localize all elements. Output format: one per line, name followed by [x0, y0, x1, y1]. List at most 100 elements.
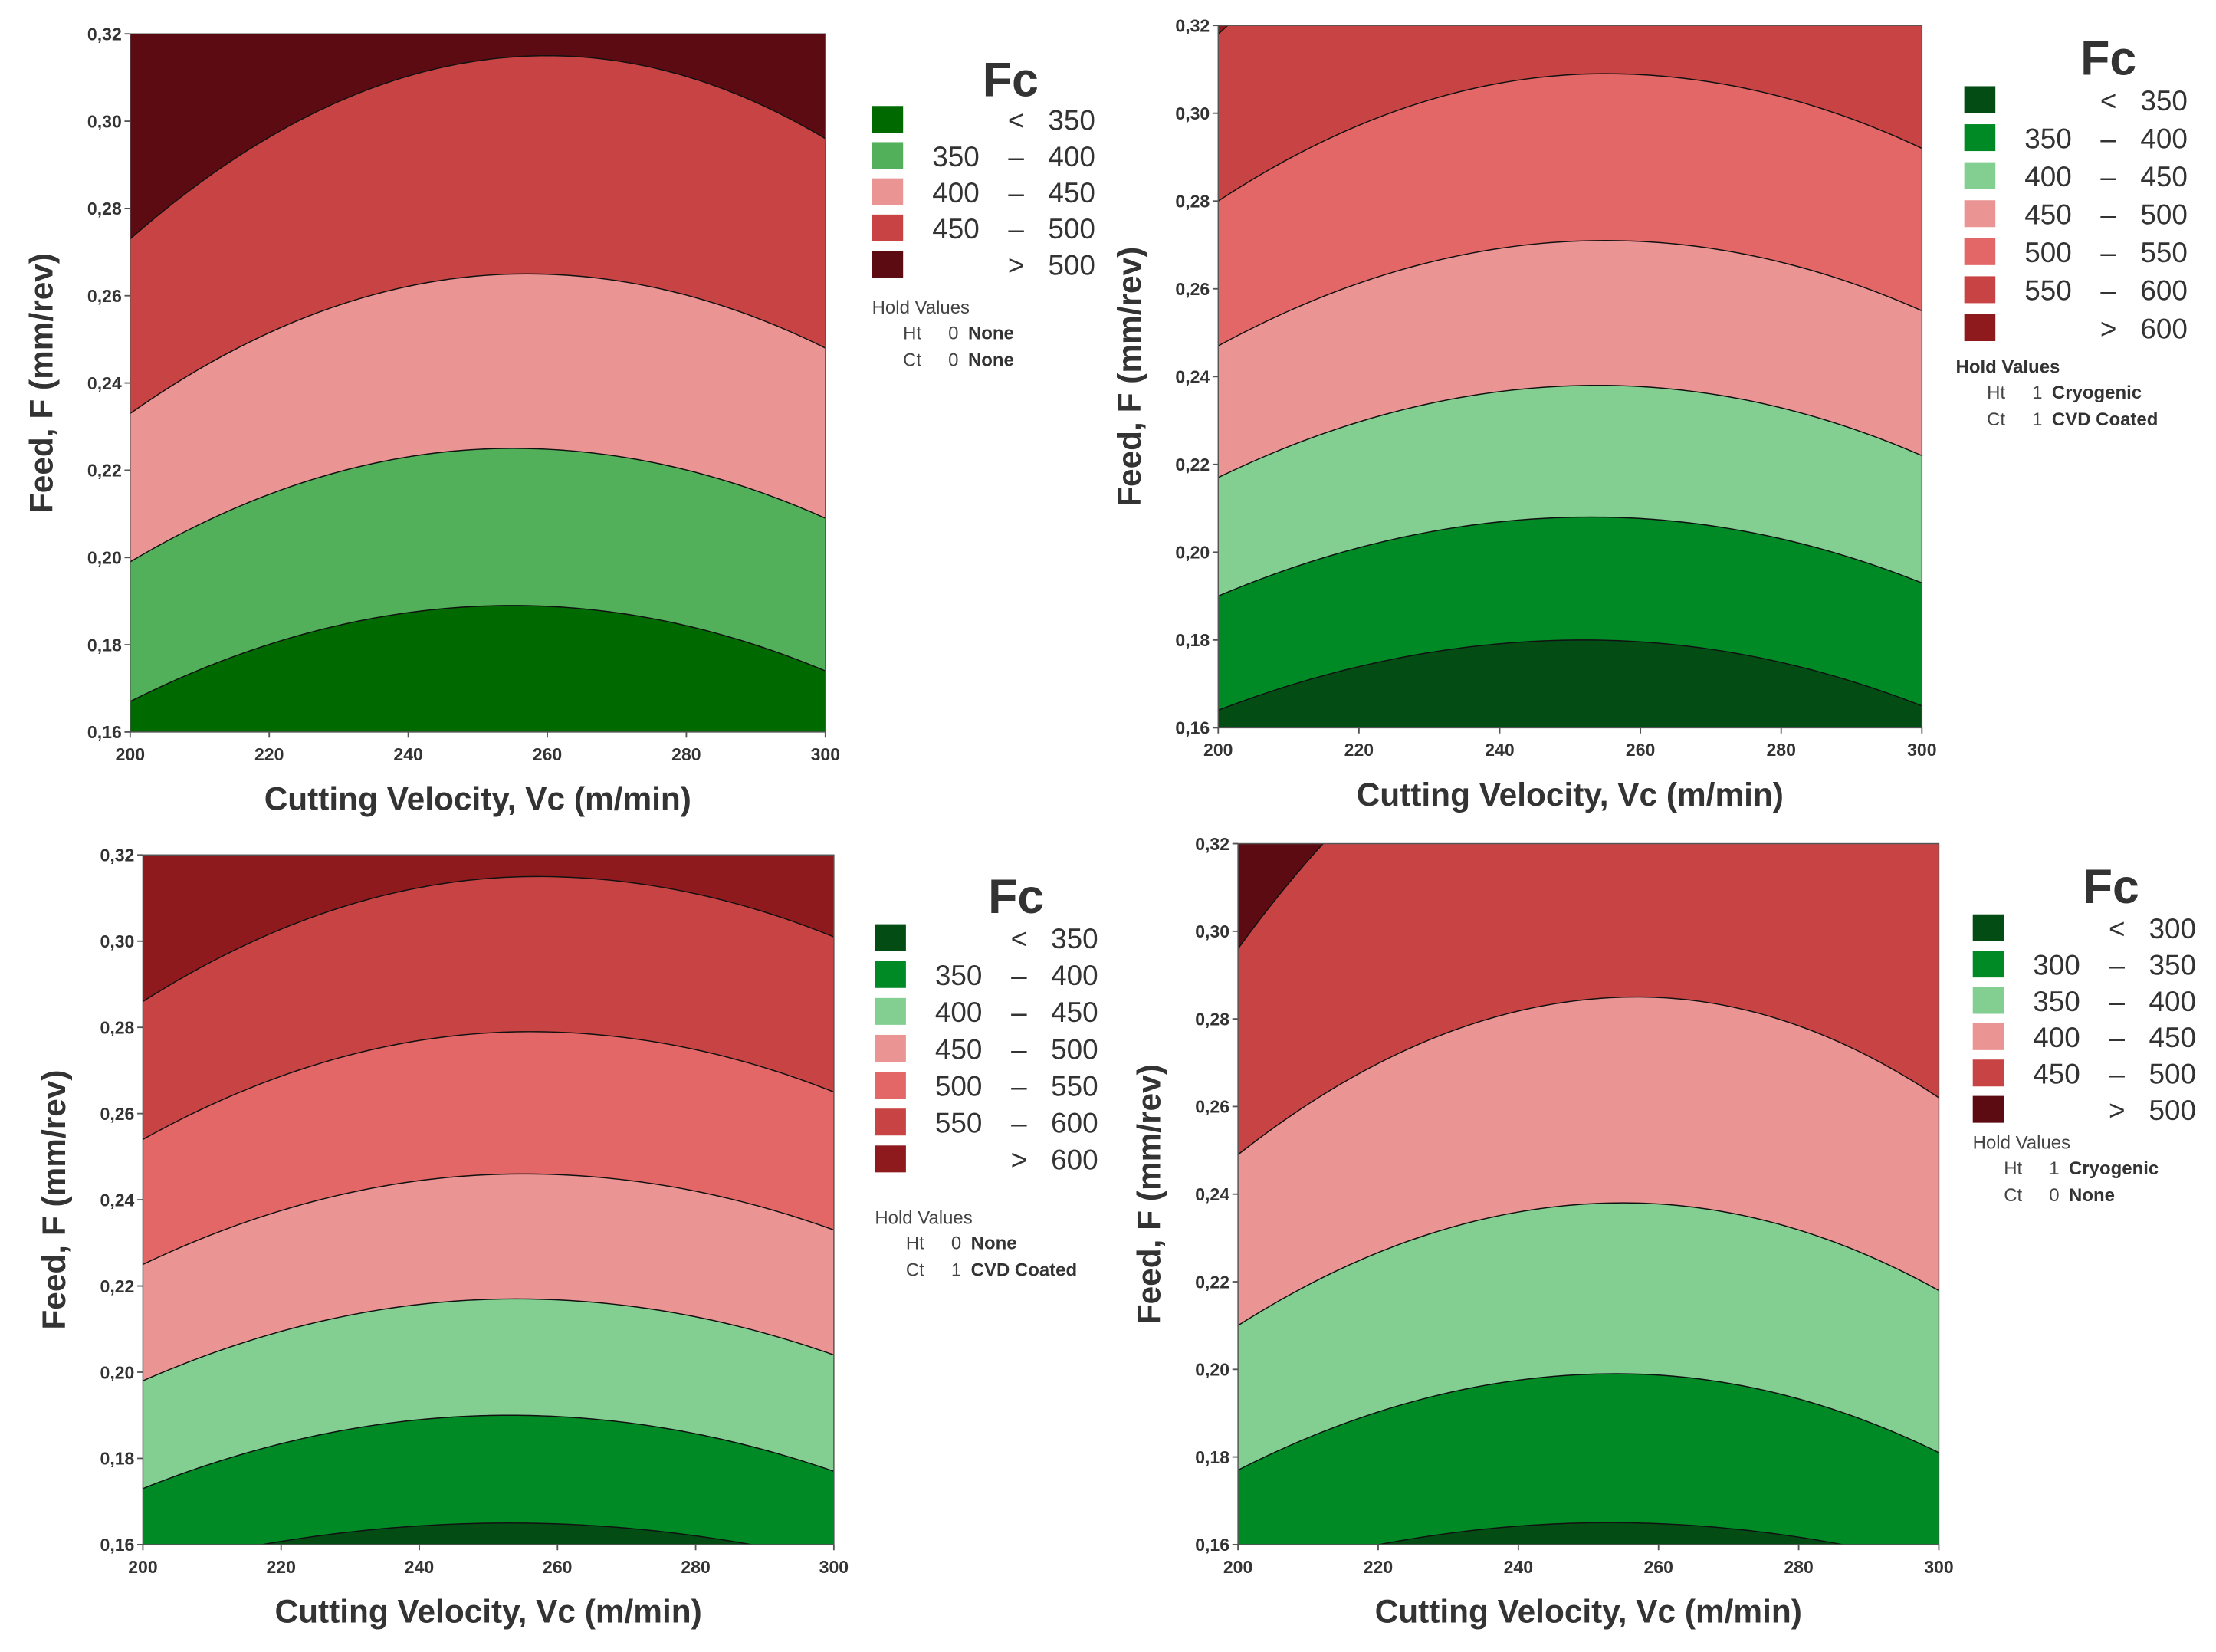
legend-high: 450 [2149, 1022, 2196, 1053]
legend-separator: < [1011, 923, 1028, 954]
y-tick-label: 0,18 [100, 1449, 135, 1469]
y-tick-label: 0,26 [87, 286, 122, 306]
x-tick-label: 260 [1626, 740, 1655, 760]
y-tick-label: 0,20 [87, 548, 122, 568]
y-tick-label: 0,30 [87, 111, 122, 131]
x-axis-label: Cutting Velocity, Vc (m/min) [275, 1593, 702, 1629]
legend-entry: 450–500 [872, 213, 1095, 245]
legend-entry: >500 [1972, 1095, 2196, 1126]
legend-swatch [1972, 914, 2004, 941]
y-axis-label: Feed, F (mm/rev) [1111, 247, 1147, 507]
hold-factor-label: None [968, 323, 1014, 343]
y-tick-label: 0,20 [1175, 543, 1210, 563]
legend-title: Fc [988, 870, 1044, 924]
y-tick-label: 0,18 [1175, 630, 1210, 650]
y-tick-label: 0,32 [1195, 834, 1229, 854]
legend-separator: < [2100, 85, 2117, 117]
legend-low: 350 [935, 960, 983, 991]
hold-values-title: Hold Values [872, 297, 970, 318]
contour-line-400 [130, 448, 826, 563]
contour-regions [1238, 843, 1939, 1545]
y-tick-label: 0,28 [87, 199, 122, 218]
legend-entry: <350 [1964, 85, 2188, 117]
hold-factor-value: 0 [948, 350, 958, 370]
x-tick-label: 220 [1344, 740, 1374, 760]
legend-separator: – [1008, 213, 1024, 245]
legend-low: 500 [935, 1070, 983, 1102]
legend-entry: <300 [1972, 913, 2196, 944]
legend-entry: 400–450 [1964, 161, 2188, 192]
legend-swatch [872, 178, 904, 205]
contour-line-350 [1218, 639, 1922, 711]
x-axis-label: Cutting Velocity, Vc (m/min) [264, 780, 691, 816]
y-axis-label: Feed, F (mm/rev) [1131, 1064, 1167, 1324]
contour-regions [130, 34, 826, 732]
legend-high: 600 [1051, 1145, 1098, 1176]
y-tick-label: 0,20 [1195, 1360, 1229, 1380]
legend-separator: – [2100, 123, 2116, 154]
legend-low: 400 [2024, 161, 2072, 192]
hold-factor-name: Ht [1987, 383, 2005, 403]
legend-high: 350 [1048, 105, 1095, 136]
y-tick-label: 0,32 [100, 846, 135, 865]
x-tick-label: 240 [393, 744, 422, 764]
x-tick-label: 200 [116, 744, 145, 764]
legend-entry: 350–400 [872, 141, 1095, 172]
contour-line-400 [1238, 1202, 1939, 1326]
legend-separator: – [2109, 1022, 2125, 1053]
x-tick-label: 240 [1504, 1557, 1533, 1577]
legend-high: 600 [1051, 1108, 1098, 1139]
legend-high: 500 [1051, 1033, 1098, 1065]
x-tick-label: 200 [1223, 1557, 1252, 1577]
x-tick-label: 220 [266, 1557, 295, 1577]
legend-high: 500 [1048, 249, 1095, 281]
contour-regions [143, 855, 834, 1545]
y-tick-label: 0,26 [1175, 279, 1210, 299]
legend-entry: 500–550 [875, 1070, 1098, 1102]
legend-swatch [875, 961, 906, 988]
hold-factor-value: 1 [2032, 383, 2042, 403]
legend-high: 400 [2140, 123, 2188, 154]
legend-swatch [1972, 1023, 2004, 1050]
legend-swatch [875, 1034, 906, 1062]
legend: Fc< 350350–400400–450450–500500–550550–60… [1956, 32, 2188, 430]
legend-entry: 400–450 [1972, 1022, 2196, 1053]
contour-line-450 [1218, 384, 1922, 478]
legend-entry: 400–450 [872, 177, 1095, 209]
legend-high: 450 [2140, 161, 2188, 192]
legend-entry: <350 [875, 923, 1098, 954]
legend-low: 400 [935, 997, 983, 1028]
legend-separator: – [1008, 141, 1024, 172]
y-tick-label: 0,28 [1175, 192, 1210, 212]
legend-separator: – [2100, 199, 2116, 231]
y-tick-label: 0,22 [1175, 455, 1210, 475]
x-tick-label: 260 [533, 744, 562, 764]
contour-line-350 [130, 605, 826, 702]
legend-separator: < [2109, 913, 2126, 944]
legend-separator: – [2109, 1059, 2125, 1090]
legend-low: 350 [2024, 123, 2072, 154]
legend-high: 350 [2140, 85, 2188, 117]
legend-title: Fc [2080, 32, 2136, 86]
legend-title: Fc [983, 53, 1039, 107]
legend-high: 600 [2140, 275, 2188, 307]
contour-line-600 [143, 875, 834, 1003]
contour-line-450 [143, 1298, 834, 1381]
y-tick-label: 0,28 [1195, 1009, 1229, 1029]
contour-plot-4: 200 220 240 260 280 300 0,16 0,18 0,20 0,22 0,24 0,… [1131, 834, 2196, 1629]
y-axis-label: Feed, F (mm/rev) [36, 1070, 72, 1330]
legend-entry: 300–350 [1972, 949, 2196, 980]
legend-swatch [1964, 238, 1996, 265]
contour-region-above-600 [1218, 25, 1228, 34]
legend-low: 500 [2024, 237, 2072, 268]
x-tick-label: 200 [128, 1557, 157, 1577]
y-tick-label: 0,16 [1195, 1535, 1229, 1555]
legend-entry: 400–450 [875, 997, 1098, 1028]
y-tick-label: 0,16 [1175, 718, 1210, 738]
contour-region-above-450 [130, 34, 826, 414]
contour-plot-1: 200 220 240 260 280 300 0,16 0,18 0,20 0,22 0,24 0,… [23, 25, 1095, 817]
legend-separator: < [1008, 105, 1025, 136]
contour-line-500 [130, 54, 826, 240]
hold-factor-name: Ct [2004, 1185, 2022, 1206]
